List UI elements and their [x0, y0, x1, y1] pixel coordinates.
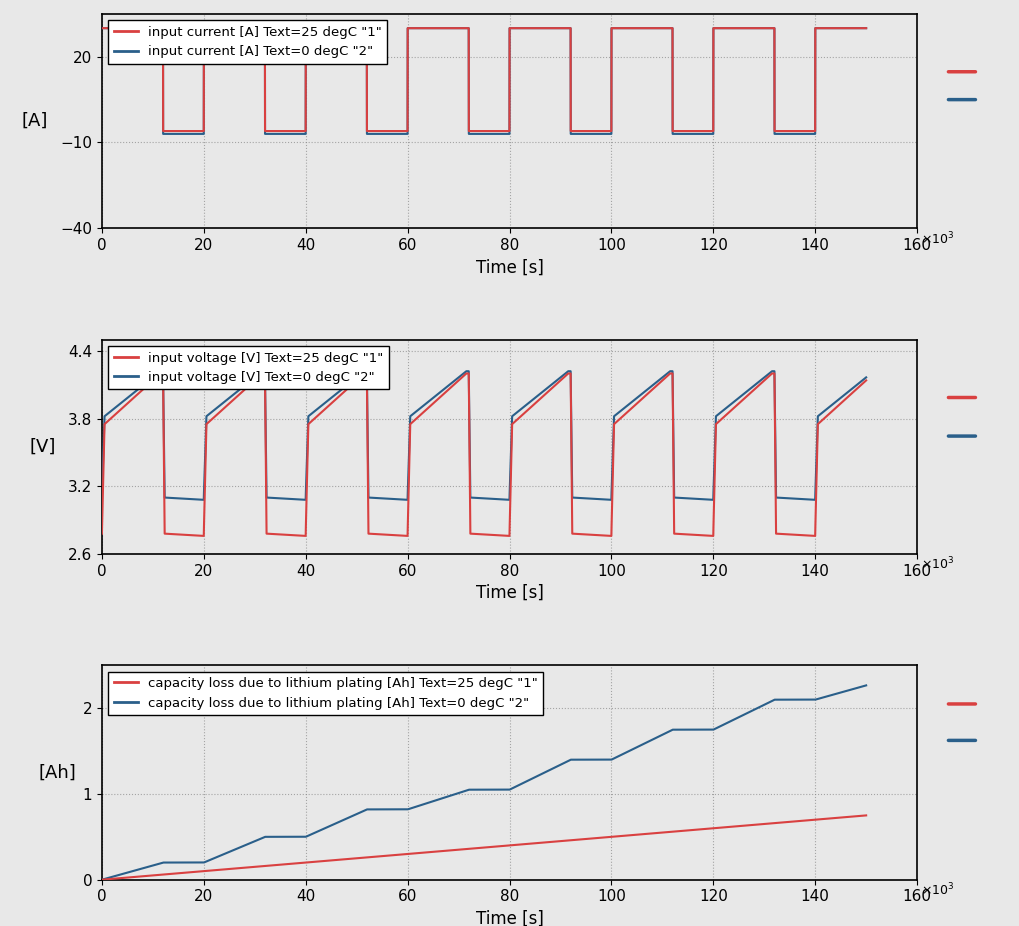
X-axis label: Time [s]: Time [s] — [476, 258, 543, 277]
X-axis label: Time [s]: Time [s] — [476, 584, 543, 602]
Text: $\times10^3$: $\times10^3$ — [921, 231, 955, 247]
Y-axis label: [V]: [V] — [30, 438, 56, 456]
Legend: capacity loss due to lithium plating [Ah] Text=25 degC "1", capacity loss due to: capacity loss due to lithium plating [Ah… — [108, 672, 543, 715]
Legend: input voltage [V] Text=25 degC "1", input voltage [V] Text=0 degC "2": input voltage [V] Text=25 degC "1", inpu… — [108, 346, 388, 390]
X-axis label: Time [s]: Time [s] — [476, 910, 543, 926]
Text: $\times10^3$: $\times10^3$ — [921, 557, 955, 572]
Legend: input current [A] Text=25 degC "1", input current [A] Text=0 degC "2": input current [A] Text=25 degC "1", inpu… — [108, 20, 387, 64]
Y-axis label: [Ah]: [Ah] — [39, 764, 76, 782]
Y-axis label: [A]: [A] — [22, 112, 48, 130]
Text: $\times10^3$: $\times10^3$ — [921, 882, 955, 898]
